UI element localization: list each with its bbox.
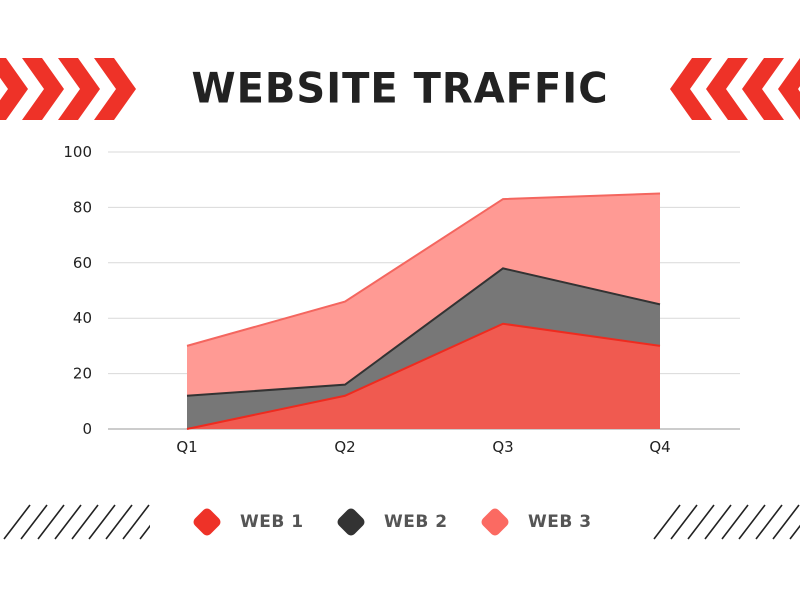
legend-swatch-web2 (335, 506, 367, 538)
chevron-right-icon (0, 58, 28, 120)
chevron-right-icon (94, 58, 136, 120)
chart-title: WEBSITE TRAFFIC (191, 64, 609, 114)
chevron-right-icon (22, 58, 64, 120)
area-series-1 (187, 323, 660, 429)
hatch-line (789, 524, 800, 540)
hatch-line (37, 504, 65, 540)
hatch-line (653, 504, 681, 540)
legend-item-web3: WEB 3 (479, 504, 592, 540)
chevron-left-icon (706, 58, 748, 120)
series-line-1 (186, 322, 661, 430)
hatch-line (3, 504, 31, 540)
hatch-line (670, 504, 698, 540)
hatch-line (20, 504, 48, 540)
hatch-line (738, 504, 766, 540)
chevron-left-icon (778, 58, 800, 120)
hatch-line (772, 504, 800, 540)
x-tick-label: Q2 (334, 438, 355, 456)
chevron-right-icon (58, 58, 100, 120)
hatch-line (88, 504, 116, 540)
legend: WEB 1 WEB 2 WEB 3 (0, 504, 800, 540)
hatch-line (704, 504, 732, 540)
hatch-line (54, 504, 82, 540)
y-tick-label: 60 (73, 254, 92, 272)
y-tick-label: 40 (73, 309, 92, 327)
hatch-line (721, 504, 749, 540)
legend-label-web2: WEB 2 (384, 512, 448, 532)
y-tick-label: 100 (63, 143, 92, 161)
right-chevrons-decoration (670, 58, 800, 120)
x-tick-label: Q4 (649, 438, 670, 456)
area-series-2 (187, 268, 660, 429)
hatch-line (755, 504, 783, 540)
left-chevrons-decoration (0, 58, 136, 120)
x-tick-label: Q3 (492, 438, 513, 456)
series-line-2 (186, 267, 661, 397)
legend-swatch-web1 (191, 506, 223, 538)
y-tick-label: 80 (73, 198, 92, 216)
y-tick-label: 0 (82, 420, 92, 438)
x-tick-label: Q1 (176, 438, 197, 456)
legend-label-web3: WEB 3 (528, 512, 592, 532)
legend-swatch-web3 (479, 506, 511, 538)
hatch-line (687, 504, 715, 540)
chevron-left-icon (742, 58, 784, 120)
series-line-3 (186, 192, 661, 347)
right-hatch-decoration (653, 504, 800, 540)
area-series-3 (187, 193, 660, 396)
hatch-line (139, 524, 150, 540)
hatch-line (122, 504, 150, 540)
y-tick-label: 20 (73, 365, 92, 383)
legend-item-web1: WEB 1 (191, 504, 304, 540)
legend-item-web2: WEB 2 (335, 504, 448, 540)
hatch-line (71, 504, 99, 540)
left-hatch-decoration (3, 504, 150, 540)
legend-label-web1: WEB 1 (240, 512, 304, 532)
hatch-line (105, 504, 133, 540)
chevron-left-icon (670, 58, 712, 120)
